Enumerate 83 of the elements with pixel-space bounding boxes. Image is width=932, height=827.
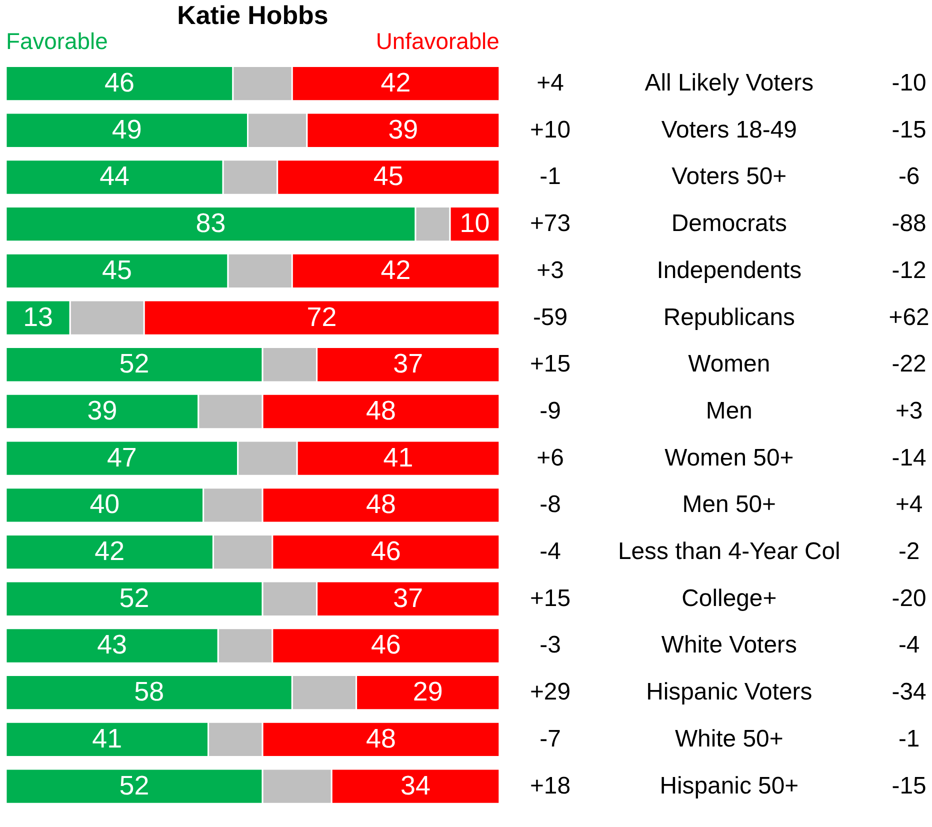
data-label: 10 [460,208,490,238]
y-tick-label: Hispanic Voters [646,678,812,706]
text: +73 [530,210,571,238]
text: -3 [540,632,561,659]
text: -14 [892,444,926,472]
data-label: 52 [119,770,150,800]
data-label: 37 [393,582,424,613]
y-tick-label: College+ [682,584,777,612]
y-tick-label: Voters 50+ [672,163,787,190]
text: -6 [898,163,920,190]
data-label: 72 [306,302,337,332]
text: -15 [892,116,926,144]
y-tick-label: White 50+ [674,725,784,752]
text: -10 [892,70,926,97]
text: -20 [892,584,926,612]
y-tick-label: Republicans [663,304,795,331]
data-label: 37 [393,348,424,379]
text: -22 [892,350,926,378]
data-label: 13 [23,302,54,332]
data-label: 45 [102,254,132,285]
text: +15 [530,350,571,378]
text: -4 [898,632,920,659]
y-tick-label: Women [688,350,770,378]
y-tick-label: Voters 18-49 [661,116,797,144]
text: -34 [892,678,926,706]
data-label: 52 [119,348,150,379]
data-label: 83 [196,208,226,238]
text: -88 [892,210,926,238]
text: -2 [898,538,920,566]
y-tick-label: Women 50+ [664,444,794,472]
data-label: 48 [366,395,396,426]
text: +29 [530,678,571,706]
data-label: 49 [112,114,142,144]
data-label: 46 [370,536,401,566]
data-label: 34 [400,770,431,800]
data-label: 42 [380,68,411,98]
data-label: 52 [119,582,150,613]
text: -8 [540,491,561,518]
text: -4 [540,538,561,566]
chart-title: Katie Hobbs [177,2,328,30]
data-label: 39 [87,395,118,426]
text: +3 [895,397,923,424]
text: +4 [536,70,564,97]
data-label: 42 [380,254,411,285]
text: -15 [892,772,926,800]
series-label: Unfavorable [376,28,500,54]
data-label: 46 [104,68,134,98]
text: -1 [898,725,920,752]
data-label: 47 [106,442,137,472]
data-label: 41 [383,442,414,472]
data-label: 29 [412,676,443,707]
text: +18 [530,772,571,800]
data-label: 41 [92,723,122,754]
text: +15 [530,584,571,612]
y-tick-label: Men 50+ [682,491,776,518]
text: +6 [536,444,564,472]
data-label: 46 [370,630,401,660]
y-tick-label: All Likely Voters [644,70,814,97]
data-label: 58 [134,676,164,707]
y-tick-label: Independents [656,256,802,284]
y-tick-label: White Voters [661,632,797,659]
data-label: 45 [373,161,404,192]
data-label: 40 [90,489,120,520]
text: -59 [532,304,568,331]
y-tick-label: Democrats [671,210,787,238]
text: -1 [540,163,561,190]
data-label: 48 [366,723,396,754]
y-tick-label: Hispanic 50+ [660,772,799,800]
text: -9 [540,397,561,424]
y-tick-label: Men [706,397,752,424]
data-label: 44 [100,161,130,192]
text: +62 [888,304,930,331]
data-label: 43 [97,630,128,660]
text: +10 [530,116,571,144]
text: +4 [895,491,923,518]
y-tick-label: Less than 4-Year Col [618,538,840,566]
data-label: 42 [94,536,125,566]
data-label: 39 [388,114,418,144]
series-label: Favorable [6,28,108,54]
text: -7 [540,725,561,752]
data-label: 48 [366,489,396,520]
text: -12 [892,256,926,284]
text: +3 [536,256,564,284]
